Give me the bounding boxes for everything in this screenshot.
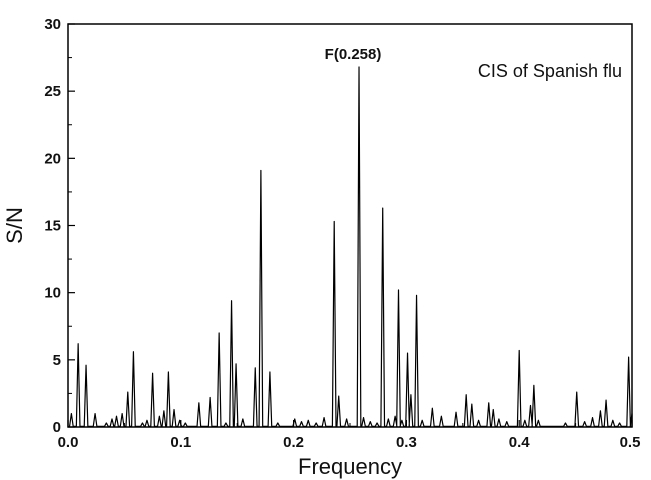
y-axis-title: S/N <box>2 207 27 244</box>
y-tick-label: 5 <box>53 352 61 369</box>
x-tick-label: 0.2 <box>283 434 304 451</box>
y-tick-label: 30 <box>44 16 61 33</box>
y-tick-label: 20 <box>44 150 61 167</box>
y-tick-label: 0 <box>53 419 61 436</box>
series-line-s-n <box>67 66 633 428</box>
chart-inset-label: CIS of Spanish flu <box>478 61 622 81</box>
x-tick-label: 0.4 <box>509 434 531 451</box>
x-tick-label: 0.0 <box>58 434 79 451</box>
peak-annotation: F(0.258) <box>325 46 382 63</box>
x-tick-label: 0.1 <box>170 434 191 451</box>
x-axis-title: Frequency <box>298 454 402 479</box>
y-tick-label: 25 <box>44 83 61 100</box>
y-tick-label: 15 <box>44 218 61 235</box>
plot-area <box>67 23 633 428</box>
x-tick-label: 0.3 <box>396 434 417 451</box>
x-tick-label: 0.5 <box>620 434 641 451</box>
x-axis: 0.0 0.1 0.2 0.3 0.4 0.5 <box>58 420 641 451</box>
y-axis: 0 5 10 15 20 25 30 <box>44 16 75 436</box>
plot-frame <box>67 23 633 428</box>
y-tick-label: 10 <box>44 285 61 302</box>
